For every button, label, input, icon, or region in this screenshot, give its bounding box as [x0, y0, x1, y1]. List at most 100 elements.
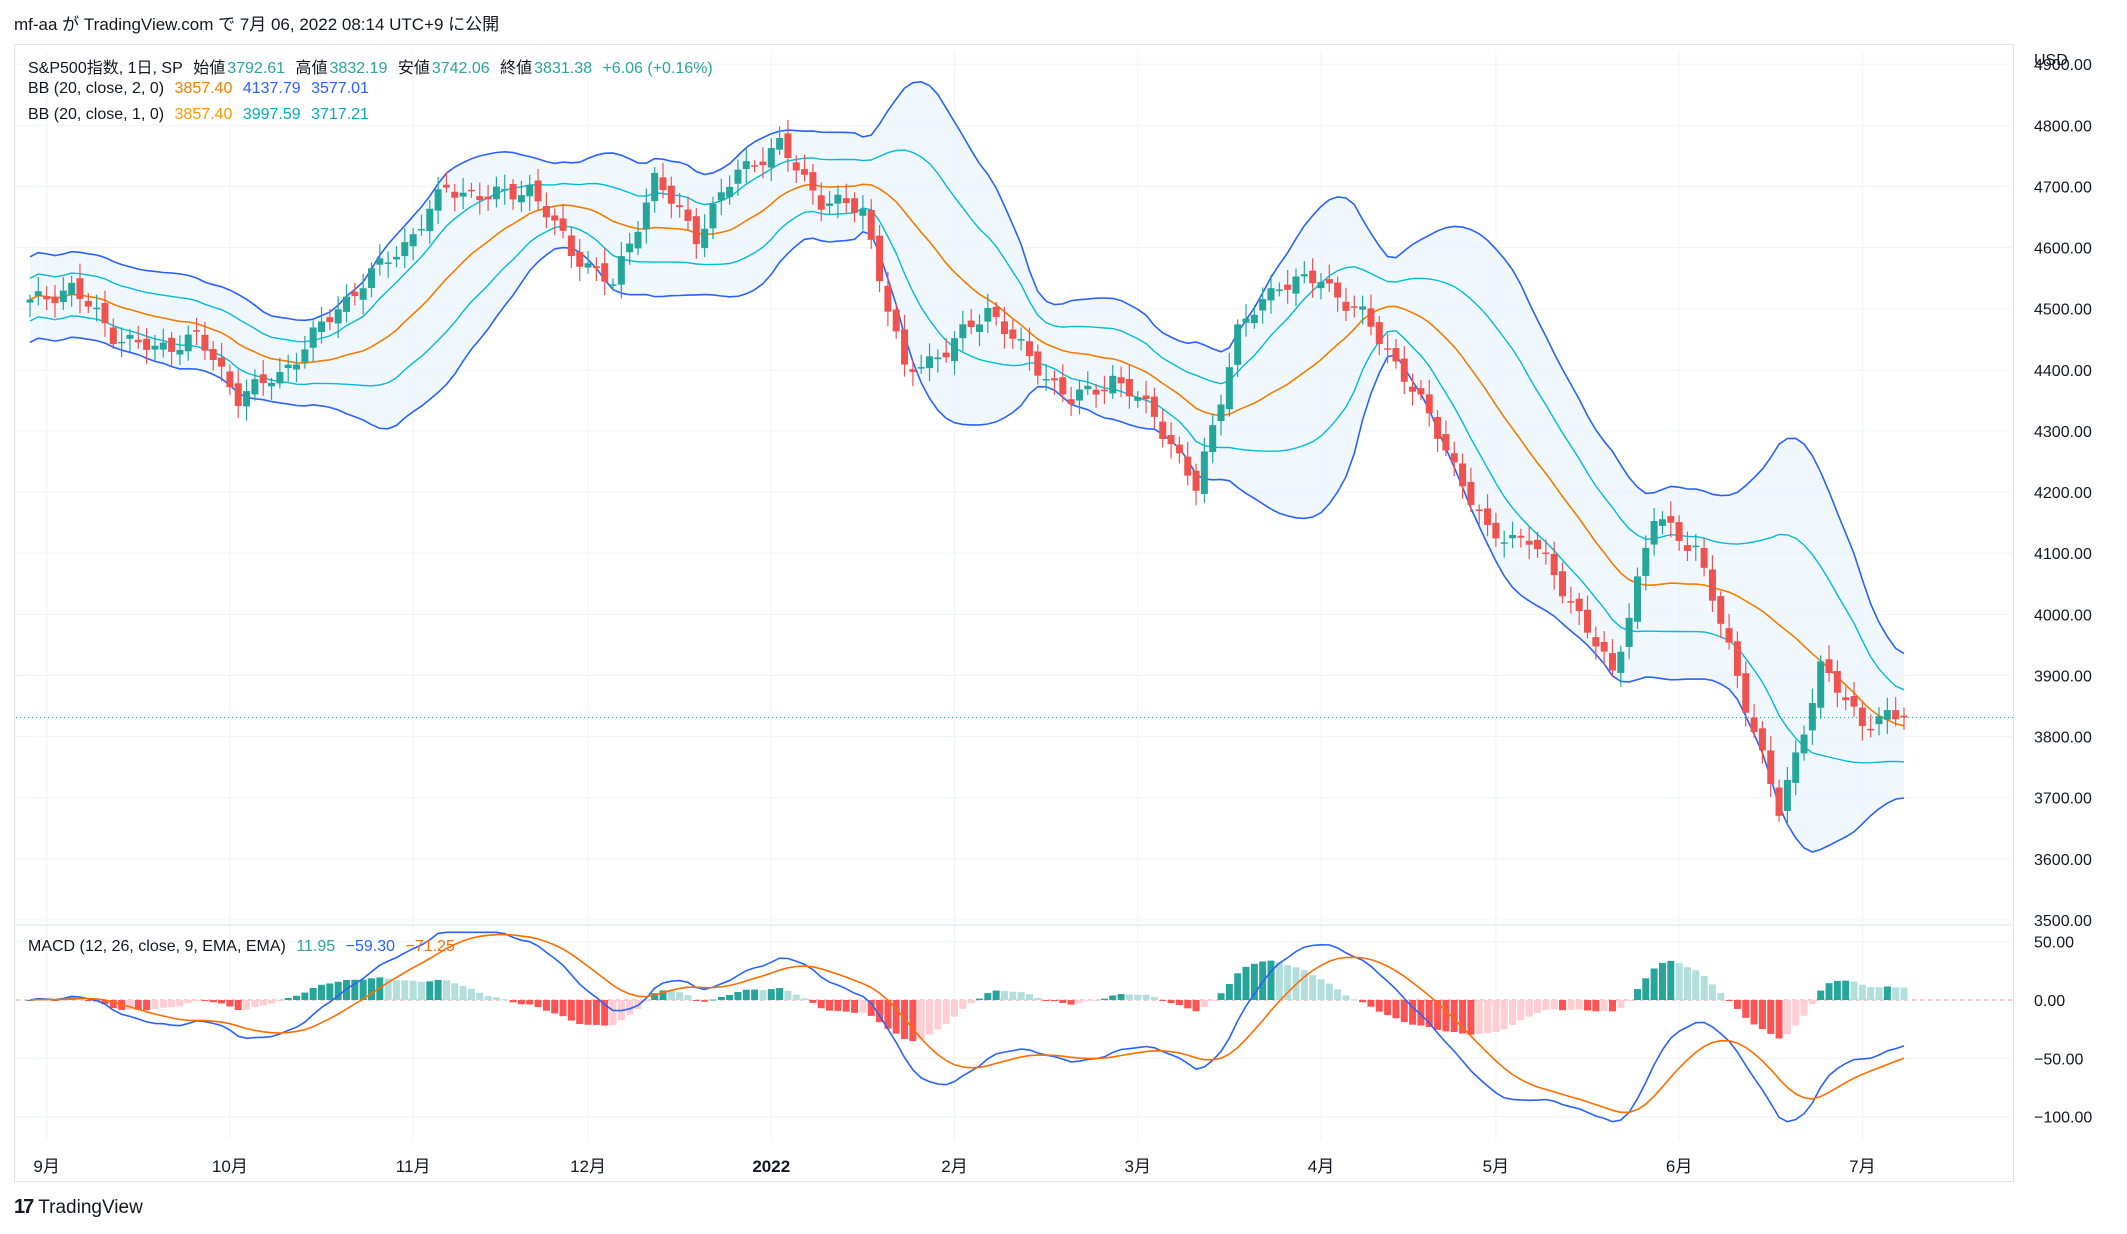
candle-body: [1184, 456, 1192, 476]
price-tick-label: 4300.00: [2034, 424, 2092, 441]
candle: [1700, 537, 1708, 577]
candle-body: [1525, 540, 1533, 545]
candle-body: [1825, 659, 1833, 674]
candle-body: [434, 189, 442, 211]
candle-body: [168, 337, 176, 352]
candle-body: [651, 172, 659, 202]
candle: [1442, 420, 1450, 457]
candle: [934, 349, 942, 373]
candle-body: [776, 137, 784, 150]
candle: [1017, 327, 1025, 351]
candle-body: [942, 352, 950, 358]
macd-histogram-bar: [626, 1000, 634, 1015]
candle: [367, 262, 375, 298]
macd-histogram-bar: [1858, 984, 1866, 1000]
candle-body: [1692, 545, 1700, 548]
candle-body: [542, 205, 550, 218]
candle-body: [1150, 396, 1158, 417]
candle-body: [759, 161, 767, 166]
macd-histogram-bar: [434, 979, 442, 1000]
candle-body: [367, 268, 375, 288]
candle: [101, 290, 109, 337]
candle: [1525, 526, 1533, 560]
candle-body: [1375, 322, 1383, 345]
candle-body: [1617, 651, 1625, 673]
macd-histogram-bar: [1892, 987, 1900, 1000]
candle: [1717, 591, 1725, 639]
candle: [1467, 467, 1475, 513]
candle: [1742, 661, 1750, 727]
macd-histogram-bar: [1559, 1000, 1567, 1011]
macd-histogram-bar: [684, 995, 692, 1000]
macd-histogram-bar: [459, 985, 467, 1000]
candle-body: [1309, 270, 1317, 284]
macd-histogram-bar: [692, 1000, 700, 1001]
macd-histogram-bar: [1309, 974, 1317, 1000]
candle: [1825, 645, 1833, 682]
candle: [1209, 413, 1217, 464]
macd-histogram-bar: [1475, 1000, 1483, 1034]
candle: [426, 199, 434, 244]
macd-histogram-bar: [492, 997, 500, 1000]
candle: [1534, 531, 1542, 558]
macd-histogram-bar: [1517, 1000, 1525, 1021]
candle: [867, 199, 875, 249]
axes: 4900.00 4800.00 4700.00 4600.00 4500.00 4400.…: [14, 57, 2092, 1176]
candle: [1059, 364, 1067, 402]
macd-histogram-bar: [776, 988, 784, 1000]
candle-body: [517, 195, 525, 203]
candle: [143, 328, 151, 365]
macd-histogram-bar: [1300, 970, 1308, 1000]
candle: [651, 166, 659, 213]
candle-body: [917, 367, 925, 369]
macd-histogram-bar: [817, 1000, 825, 1009]
macd-histogram-bar: [1875, 987, 1883, 1000]
brand-name: TradingView: [38, 1196, 143, 1218]
macd-histogram-bar: [759, 990, 767, 1000]
macd-histogram-bar: [1125, 994, 1133, 1000]
candle-body: [1459, 463, 1467, 487]
candle: [1708, 555, 1716, 612]
candle: [717, 178, 725, 215]
candle: [909, 360, 917, 387]
candle: [926, 343, 934, 382]
candle-body: [509, 183, 517, 200]
chart-frame[interactable]: [14, 44, 2014, 1182]
macd-histogram-bar: [1867, 987, 1875, 1000]
time-label: 9月: [33, 1157, 59, 1176]
macd-histogram-bar: [1359, 1000, 1367, 1003]
price-tick-label: 4700.00: [2034, 179, 2092, 196]
macd-histogram-bar: [1717, 992, 1725, 1000]
candle: [1775, 779, 1783, 822]
candle-body: [459, 192, 467, 197]
candle: [1617, 645, 1625, 687]
candle-body: [1608, 653, 1616, 671]
candle: [1459, 453, 1467, 499]
bb1-legend: BB (20, close, 1, 0) 3857.40 3997.59 371…: [28, 106, 375, 124]
candle: [1542, 539, 1550, 565]
bb2-lower-line: [29, 230, 1905, 853]
candle-body: [1042, 378, 1050, 381]
candle: [734, 159, 742, 196]
macd-histogram-bar: [917, 1000, 925, 1040]
candle: [951, 331, 959, 375]
macd-histogram-bar: [1667, 960, 1675, 1000]
candle-body: [284, 364, 292, 369]
candle: [876, 224, 884, 293]
candle-body: [1509, 535, 1517, 539]
price-tick-label: 3700.00: [2034, 791, 2092, 808]
candle: [1683, 531, 1691, 562]
macd-histogram-bar: [1625, 1000, 1633, 1001]
macd-histogram-bar: [159, 1000, 167, 1008]
macd-histogram-bar: [1767, 1000, 1775, 1034]
change-value: +6.06 (+0.16%): [602, 60, 713, 77]
candle-body: [1708, 569, 1716, 601]
candle-body: [43, 296, 51, 300]
candle: [1092, 383, 1100, 408]
candle-body: [143, 338, 151, 350]
candle-body: [26, 299, 34, 303]
macd-histogram-bar: [1184, 1000, 1192, 1009]
macd-histogram-bar: [934, 1000, 942, 1030]
candle: [1675, 515, 1683, 551]
